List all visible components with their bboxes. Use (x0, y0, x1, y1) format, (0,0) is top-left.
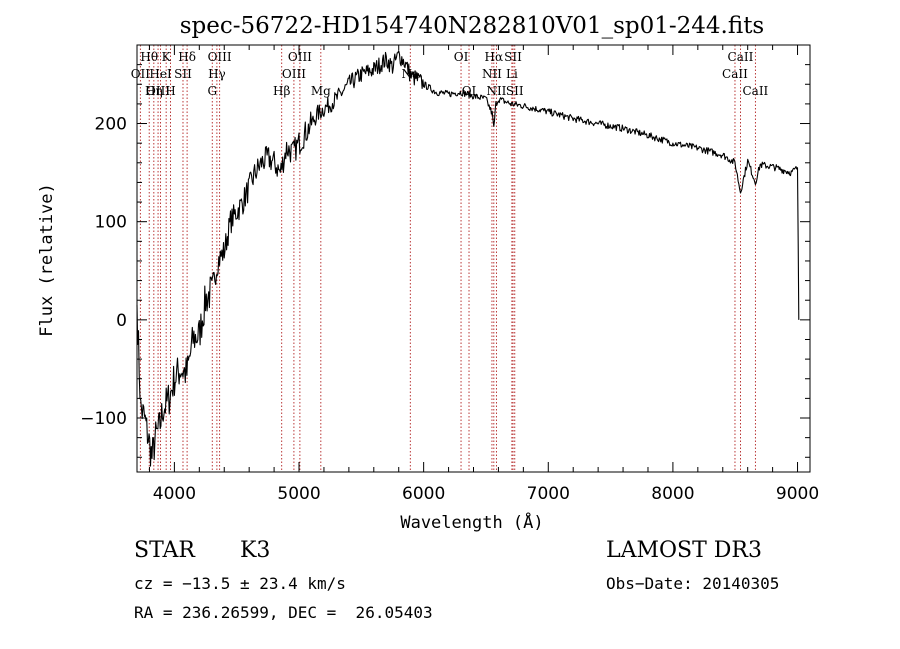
line-label-20: NII (482, 67, 502, 81)
y-axis-label: Flux (relative) (37, 183, 57, 337)
x-axis-label: Wavelength (Å) (400, 511, 543, 533)
x-tick-label-3: 7000 (527, 484, 570, 504)
x-tick-label-2: 6000 (402, 484, 445, 504)
line-label-7: Hδ (178, 50, 196, 64)
line-label-14: OIII (282, 67, 306, 81)
line-label-19: Hα (485, 50, 504, 64)
line-label-13: OIII (288, 50, 312, 64)
line-label-12: Hβ (273, 84, 290, 98)
plot-frame (136, 44, 811, 473)
axis-ticks: 4000 5000 6000 7000 8000 9000 −100 0 100 200 (80, 45, 819, 504)
line-label-3: Hη (145, 84, 163, 98)
line-label-6: H (165, 84, 175, 98)
x-tick-label-4: 8000 (651, 484, 694, 504)
redshift-cz: cz = −13.5 ± 23.4 km/s (134, 574, 346, 593)
line-label-26: CaII (722, 67, 748, 81)
line-label-9: OIII (208, 50, 232, 64)
y-tick-label-3: 200 (95, 115, 127, 135)
line-label-5: HeI (149, 67, 172, 81)
line-label-2: OIII (146, 84, 170, 98)
x-tick-label-5: 9000 (776, 484, 819, 504)
y-tick-label-1: 0 (116, 311, 127, 331)
line-label-0: Hθ (140, 50, 158, 64)
object-subclass: K3 (240, 538, 271, 563)
line-label-22: SII (504, 50, 522, 64)
line-label-17: OI (454, 50, 469, 64)
line-label-24: SII (506, 84, 524, 98)
line-label-15: Mg (311, 84, 331, 98)
x-tick-label-1: 5000 (277, 484, 320, 504)
chart-title: spec-56722-HD154740N282810V01_sp01-244.f… (180, 13, 765, 39)
survey-name: LAMOST DR3 (606, 538, 762, 563)
x-tick-label-0: 4000 (153, 484, 196, 504)
line-label-11: G (207, 84, 217, 98)
y-tick-label-2: 100 (95, 213, 127, 233)
y-tick-label-0: −100 (80, 409, 127, 429)
line-label-23: Li (506, 67, 518, 81)
line-label-21: NII (486, 84, 506, 98)
object-class: STAR (134, 538, 195, 563)
line-label-4: K (162, 50, 172, 64)
line-label-8: SII (174, 67, 192, 81)
coordinates: RA = 236.26599, DEC = 26.05403 (134, 603, 433, 622)
line-label-27: CaII (742, 84, 768, 98)
line-label-10: Hγ (208, 67, 226, 81)
flux-series-line (136, 50, 800, 467)
spectral-line-markers (139, 45, 756, 472)
observation-date: Obs−Date: 20140305 (606, 574, 780, 593)
line-label-1: OII (131, 67, 151, 81)
line-label-25: CaII (728, 50, 754, 64)
